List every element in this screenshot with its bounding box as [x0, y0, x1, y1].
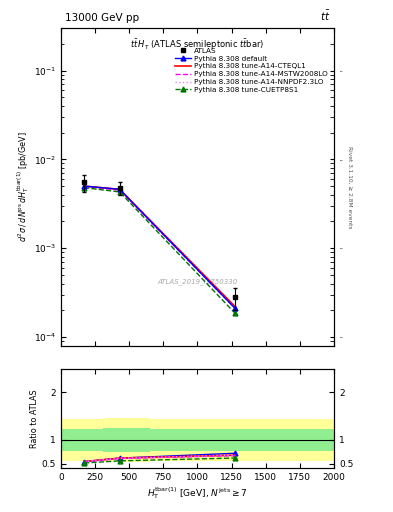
Y-axis label: Rivet 3.1.10, ≥ 2.8M events: Rivet 3.1.10, ≥ 2.8M events — [348, 145, 353, 228]
Line: Pythia 8.308 default: Pythia 8.308 default — [82, 184, 237, 311]
Line: Pythia 8.308 tune-A14-MSTW2008LO: Pythia 8.308 tune-A14-MSTW2008LO — [84, 186, 235, 308]
Pythia 8.308 tune-A14-CTEQL1 — [117, 186, 122, 193]
Pythia 8.308 tune-CUETP8S1 — [82, 185, 86, 191]
X-axis label: $H_\mathrm{T}^{\mathrm{tbar(1)}}$ [GeV], $N^\mathrm{jets} \geq 7$: $H_\mathrm{T}^{\mathrm{tbar(1)}}$ [GeV],… — [147, 485, 248, 501]
Pythia 8.308 tune-CUETP8S1 — [233, 310, 237, 316]
Pythia 8.308 tune-A14-NNPDF2.3LO — [117, 187, 122, 193]
Y-axis label: $d^2\sigma\,/\,dN^\mathrm{ps}\,dH_\mathrm{T}^\mathrm{tbar(1)}$ [pb/GeV]: $d^2\sigma\,/\,dN^\mathrm{ps}\,dH_\mathr… — [15, 132, 31, 242]
Text: 13000 GeV pp: 13000 GeV pp — [65, 13, 139, 23]
Text: ATLAS_2019_I1750330: ATLAS_2019_I1750330 — [157, 279, 238, 286]
Y-axis label: Ratio to ATLAS: Ratio to ATLAS — [30, 389, 39, 448]
Line: Pythia 8.308 tune-A14-NNPDF2.3LO: Pythia 8.308 tune-A14-NNPDF2.3LO — [84, 186, 235, 308]
Pythia 8.308 tune-A14-MSTW2008LO — [117, 187, 122, 193]
Line: Pythia 8.308 tune-A14-CTEQL1: Pythia 8.308 tune-A14-CTEQL1 — [84, 186, 235, 307]
Text: $t\bar{t}$: $t\bar{t}$ — [320, 9, 330, 23]
Line: Pythia 8.308 tune-CUETP8S1: Pythia 8.308 tune-CUETP8S1 — [82, 185, 237, 316]
Pythia 8.308 tune-A14-CTEQL1 — [82, 183, 86, 189]
Pythia 8.308 tune-A14-CTEQL1 — [233, 304, 237, 310]
Legend: ATLAS, Pythia 8.308 default, Pythia 8.308 tune-A14-CTEQL1, Pythia 8.308 tune-A14: ATLAS, Pythia 8.308 default, Pythia 8.30… — [175, 48, 328, 93]
Pythia 8.308 tune-A14-MSTW2008LO — [233, 305, 237, 311]
Text: $t\bar{t}\,H_\mathrm{T}$ (ATLAS semileptonic $t\bar{t}$bar): $t\bar{t}\,H_\mathrm{T}$ (ATLAS semilept… — [130, 38, 264, 52]
Pythia 8.308 tune-A14-MSTW2008LO — [82, 183, 86, 189]
Pythia 8.308 tune-A14-NNPDF2.3LO — [82, 183, 86, 189]
Pythia 8.308 tune-CUETP8S1 — [117, 189, 122, 195]
Pythia 8.308 default — [233, 305, 237, 311]
Pythia 8.308 tune-A14-NNPDF2.3LO — [233, 305, 237, 311]
Pythia 8.308 default — [82, 183, 86, 189]
Pythia 8.308 default — [117, 186, 122, 193]
